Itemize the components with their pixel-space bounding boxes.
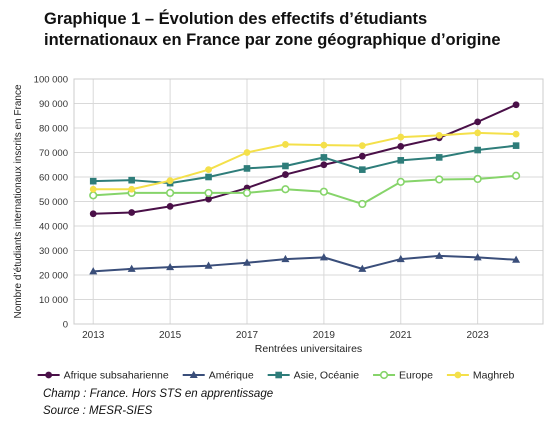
x-tick-label: 2019 [313, 330, 336, 341]
chart-title-line-2: internationaux en France par zone géogra… [44, 31, 501, 49]
data-point-amerique [166, 262, 175, 271]
data-point-asie-oceanie [320, 154, 328, 161]
x-axis-title: Rentrées universitaires [255, 343, 362, 355]
x-tick-label: 2013 [82, 330, 105, 341]
legend-marker-asie-oceanie [275, 371, 282, 379]
y-tick-label: 90 000 [39, 99, 68, 110]
data-point-europe [204, 188, 213, 198]
data-point-amerique [473, 253, 482, 261]
data-point-europe [242, 188, 252, 198]
data-point-asie-oceanie [435, 154, 443, 161]
data-point-asie-oceanie [474, 146, 481, 154]
data-point-afrique-subsaharienne [358, 152, 366, 160]
data-point-amerique [204, 261, 213, 269]
y-tick-label: 70 000 [39, 148, 68, 159]
data-point-maghreb [128, 185, 136, 193]
data-point-asie-oceanie [512, 142, 520, 149]
series-line-amerique [93, 254, 517, 273]
data-point-maghreb [435, 131, 443, 139]
data-point-asie-oceanie [359, 166, 366, 173]
data-point-europe [473, 174, 482, 184]
data-point-afrique-subsaharienne [205, 195, 212, 203]
legend-marker-maghreb [454, 371, 462, 379]
legend-marker-europe [379, 370, 389, 380]
data-point-maghreb [205, 166, 212, 174]
data-point-amerique [396, 254, 405, 263]
legend-label-amerique: Amérique [209, 370, 254, 382]
y-tick-label: 50 000 [39, 197, 68, 208]
data-point-asie-oceanie [128, 176, 135, 184]
plot-frame [73, 78, 544, 325]
legend-label-asie-oceanie: Asie, Océanie [294, 370, 360, 382]
data-point-maghreb [166, 177, 174, 185]
data-point-europe [396, 177, 405, 186]
data-point-amerique [242, 258, 251, 266]
data-point-asie-oceanie [205, 173, 212, 181]
legend-marker-amerique [189, 370, 198, 378]
data-point-afrique-subsaharienne [128, 209, 136, 216]
chart-title: Graphique 1 – Évolution des effectifs d’… [44, 9, 549, 51]
data-point-europe [511, 171, 521, 180]
data-point-amerique [89, 267, 98, 275]
data-point-afrique-subsaharienne [320, 161, 328, 169]
data-point-maghreb [397, 133, 405, 141]
data-point-afrique-subsaharienne [282, 171, 289, 178]
legend-label-europe: Europe [399, 370, 433, 382]
x-tick-label: 2023 [467, 330, 490, 341]
data-point-amerique [319, 253, 328, 261]
y-tick-label: 80 000 [39, 124, 68, 135]
data-point-maghreb [474, 129, 482, 137]
data-point-afrique-subsaharienne [397, 142, 405, 150]
data-point-amerique [127, 264, 136, 272]
data-point-europe [435, 175, 444, 184]
data-point-asie-oceanie [89, 177, 97, 185]
data-point-europe [166, 188, 175, 198]
y-tick-label: 30 000 [39, 246, 68, 257]
data-point-afrique-subsaharienne [474, 118, 482, 126]
chart-title-line-1: Graphique 1 – Évolution des effectifs d’… [44, 10, 428, 28]
y-tick-label: 40 000 [39, 222, 68, 233]
legend-marker-afrique-subsaharienne [45, 371, 53, 379]
x-tick-label: 2021 [390, 330, 413, 341]
data-point-amerique [512, 255, 521, 263]
data-point-maghreb [358, 142, 366, 150]
x-tick-label: 2015 [159, 330, 182, 341]
y-tick-label: 10 000 [39, 295, 68, 306]
legend-label-maghreb: Maghreb [473, 370, 515, 382]
data-point-europe [358, 199, 367, 209]
data-point-maghreb [320, 141, 328, 149]
data-point-afrique-subsaharienne [166, 203, 174, 210]
y-tick-label: 100 000 [34, 75, 68, 86]
data-point-maghreb [89, 185, 97, 193]
scope-note: Champ : France. Hors STS en apprentissag… [43, 388, 274, 400]
data-point-europe [281, 185, 290, 194]
y-tick-label: 20 000 [39, 271, 68, 282]
series-line-europe [93, 174, 517, 205]
data-point-europe [89, 191, 98, 200]
series-line-asie-oceanie [93, 144, 517, 185]
y-tick-label: 60 000 [39, 173, 68, 184]
data-point-asie-oceanie [282, 162, 289, 170]
data-point-maghreb [282, 141, 289, 148]
data-point-afrique-subsaharienne [89, 210, 97, 218]
data-point-maghreb [512, 130, 520, 138]
y-tick-label: 0 [63, 320, 68, 331]
source-note: Source : MESR-SIES [43, 405, 153, 417]
series-line-maghreb [93, 131, 517, 191]
data-point-maghreb [243, 149, 251, 156]
data-point-afrique-subsaharienne [512, 101, 520, 109]
x-tick-label: 2017 [236, 330, 259, 341]
data-point-asie-oceanie [397, 157, 405, 164]
data-point-amerique [281, 254, 290, 263]
data-point-asie-oceanie [243, 165, 251, 172]
data-point-amerique [358, 264, 367, 272]
data-point-europe [319, 187, 328, 196]
data-point-amerique [435, 251, 444, 259]
legend-label-afrique-subsaharienne: Afrique subsaharienne [64, 370, 169, 382]
series-line-afrique-subsaharienne [93, 103, 517, 215]
y-axis-title: Nombre d’étudiants internationaux inscri… [13, 84, 24, 318]
